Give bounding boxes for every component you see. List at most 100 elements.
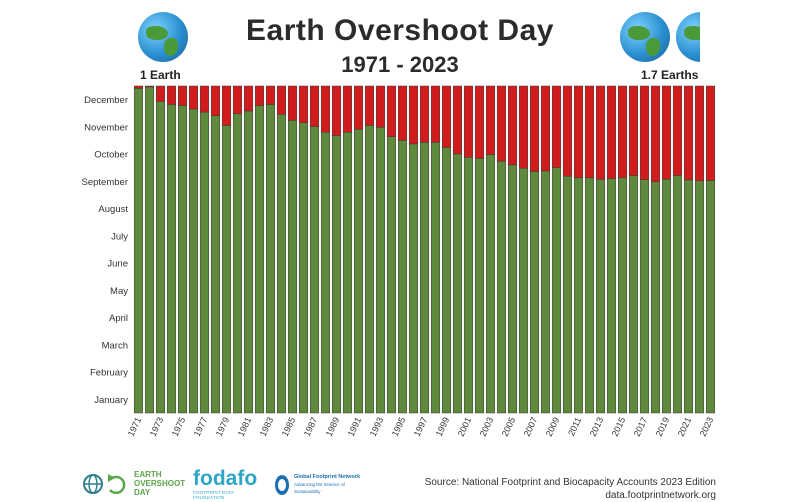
bar-budget-2008	[540, 170, 551, 414]
bar-overshoot-2007	[529, 85, 540, 172]
x-tick-label: 2013	[588, 416, 606, 438]
bar-budget-2007	[529, 171, 540, 414]
bar-overshoot-1981	[243, 85, 254, 112]
fodafo-wordmark: fodafo	[193, 467, 258, 490]
bar-overshoot-1999	[441, 85, 452, 148]
x-tick-label: 1977	[192, 416, 210, 438]
x-tick-label: 2009	[544, 416, 562, 438]
bar-budget-2003	[485, 154, 496, 414]
bar-overshoot-1984	[276, 85, 287, 115]
bar-overshoot-2017	[639, 85, 650, 180]
bar-budget-1981	[243, 110, 254, 414]
bar-budget-1993	[375, 127, 386, 414]
y-tick-label: November	[84, 122, 128, 133]
x-tick-label: 1973	[148, 416, 166, 438]
bar-budget-1996	[408, 143, 419, 414]
bar-overshoot-1991	[353, 85, 364, 130]
bar-overshoot-2022	[694, 85, 705, 182]
bar-overshoot-2003	[485, 85, 496, 155]
earth-globe-icon	[138, 12, 188, 62]
bar-budget-2009	[551, 167, 562, 414]
bar-overshoot-2019	[661, 85, 672, 180]
x-tick-label: 1995	[390, 416, 408, 438]
bar-overshoot-1973	[155, 85, 166, 102]
bar-overshoot-1998	[430, 85, 441, 143]
bar-overshoot-1974	[166, 85, 177, 105]
bar-overshoot-2013	[595, 85, 606, 180]
bar-overshoot-1977	[199, 85, 210, 113]
x-tick-label: 1985	[280, 416, 298, 438]
bar-overshoot-1971	[133, 85, 144, 89]
partial-globe-clip	[676, 12, 700, 62]
right-earth-label: 1.7 Earths	[641, 68, 699, 82]
source-line-1: Source: National Footprint and Biocapaci…	[424, 477, 716, 488]
bar-budget-1985	[287, 120, 298, 414]
x-tick-label: 1989	[324, 416, 342, 438]
logo1-line3: DAY	[134, 488, 151, 497]
bar-overshoot-1992	[364, 85, 375, 126]
left-earth-label: 1 Earth	[140, 68, 181, 82]
bar-overshoot-1993	[375, 85, 386, 128]
bar-budget-1983	[265, 104, 276, 414]
bar-overshoot-1976	[188, 85, 199, 110]
bar-budget-2021	[683, 179, 694, 414]
bar-budget-1980	[232, 113, 243, 414]
bar-budget-2014	[606, 178, 617, 414]
bar-overshoot-2008	[540, 85, 551, 172]
x-tick-label: 1971	[126, 416, 144, 438]
earth-overshoot-day-logo: EARTH OVERSHOOT DAY	[82, 470, 192, 500]
bar-budget-1994	[386, 136, 397, 414]
y-tick-label: September	[82, 177, 128, 188]
bar-budget-1971	[133, 88, 144, 414]
bar-overshoot-1980	[232, 85, 243, 115]
fodafo-logo: fodafo FOOTPRINT DATA FOUNDATION	[193, 467, 265, 501]
bar-budget-1975	[177, 105, 188, 414]
bar-overshoot-1989	[331, 85, 342, 136]
bar-budget-2020	[672, 175, 683, 414]
x-tick-label: 2003	[478, 416, 496, 438]
x-tick-label: 1987	[302, 416, 320, 438]
bar-overshoot-2009	[551, 85, 562, 168]
x-tick-label: 2007	[522, 416, 540, 438]
y-tick-label: August	[98, 204, 128, 215]
bar-overshoot-2015	[617, 85, 628, 179]
earth-globe-icon	[620, 12, 670, 62]
gfn-tagline: Advancing the Science of Sustainability	[294, 482, 345, 494]
bar-overshoot-1975	[177, 85, 188, 106]
bar-budget-1972	[144, 86, 155, 414]
bar-budget-1997	[419, 142, 430, 414]
chart-subtitle: 1971 - 2023	[341, 52, 459, 77]
bar-overshoot-2014	[606, 85, 617, 179]
bar-budget-2016	[628, 175, 639, 414]
bar-overshoot-1997	[419, 85, 430, 143]
bar-budget-1978	[210, 115, 221, 414]
bar-budget-2010	[562, 175, 573, 414]
y-tick-label: April	[109, 313, 128, 324]
x-tick-label: 2015	[610, 416, 628, 438]
bar-overshoot-2010	[562, 85, 573, 177]
y-tick-label: February	[90, 368, 128, 379]
bar-overshoot-1986	[298, 85, 309, 124]
bar-overshoot-1990	[342, 85, 353, 133]
bar-overshoot-1988	[320, 85, 331, 133]
bar-overshoot-2000	[452, 85, 463, 155]
logo1-line2: OVERSHOOT	[134, 479, 186, 488]
bar-budget-2013	[595, 179, 606, 414]
bar-overshoot-1994	[386, 85, 397, 137]
bar-overshoot-1996	[408, 85, 419, 145]
y-tick-label: January	[94, 395, 128, 406]
bar-overshoot-2006	[518, 85, 529, 169]
bar-overshoot-1987	[309, 85, 320, 127]
bar-overshoot-1982	[254, 85, 265, 106]
footprint-icon	[275, 475, 289, 495]
chart-title: Earth Overshoot Day	[246, 14, 554, 47]
y-tick-label: December	[84, 95, 128, 106]
x-tick-label: 2017	[632, 416, 650, 438]
source-line-2: data.footprintnetwork.org	[605, 490, 716, 501]
bar-budget-2001	[463, 157, 474, 414]
x-tick-label: 2005	[500, 416, 518, 438]
bar-overshoot-2016	[628, 85, 639, 176]
bar-budget-1998	[430, 142, 441, 414]
y-tick-label: October	[94, 150, 128, 161]
